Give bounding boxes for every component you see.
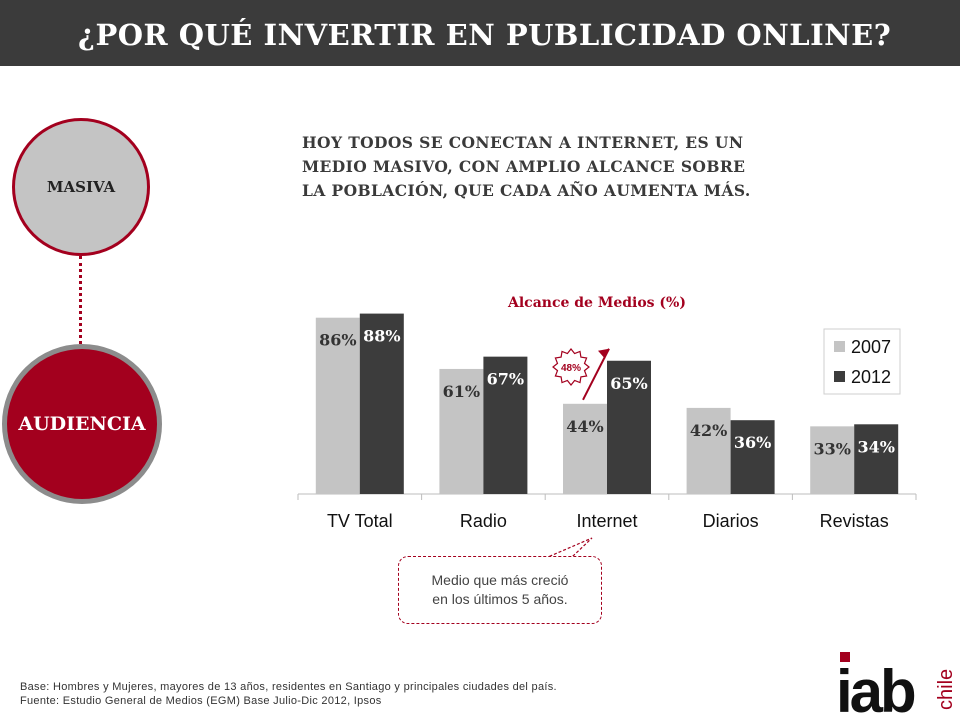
legend-box (823, 328, 901, 395)
bar-2007-radio (439, 368, 484, 494)
x-tick-label: Internet (576, 511, 637, 531)
bar-value-label: 33% (813, 439, 850, 458)
callout-line-1: Medio que más creció (431, 572, 569, 588)
page-title: ¿POR QUÉ INVERTIR EN PUBLICIDAD ONLINE? (78, 18, 892, 52)
header-bar: ¿POR QUÉ INVERTIR EN PUBLICIDAD ONLINE? (0, 0, 960, 66)
logo-dot (840, 652, 850, 662)
bar-2012-radio (483, 356, 528, 494)
intro-text: HOY TODOS SE CONECTAN A INTERNET, ES UN … (302, 131, 862, 203)
bar-value-label: 61% (443, 382, 480, 401)
bar-2007-tv-total (315, 317, 360, 494)
bar-value-label: 36% (734, 433, 771, 452)
legend-label-2007: 2007 (851, 337, 891, 357)
logo-sub-text: chile (935, 669, 957, 710)
bar-2007-internet (563, 403, 607, 494)
callout-line-2: en los últimos 5 años. (432, 591, 568, 607)
audiencia-circle: AUDIENCIA (2, 344, 162, 504)
x-tick-label: Revistas (820, 511, 889, 531)
masiva-label: MASIVA (46, 178, 116, 196)
x-tick-label: TV Total (327, 511, 393, 531)
bar-value-label: 65% (610, 374, 647, 393)
footnote: Base: Hombres y Mujeres, mayores de 13 a… (20, 680, 557, 708)
x-tick-label: Radio (460, 511, 507, 531)
chart-title: Alcance de Medios (%) (507, 295, 686, 311)
masiva-circle: MASIVA (12, 118, 150, 256)
bar-value-label: 86% (319, 331, 356, 350)
bar-value-label: 44% (566, 417, 603, 436)
bar-2007-revistas (810, 426, 855, 494)
growth-badge (552, 348, 590, 386)
audiencia-label: AUDIENCIA (18, 413, 146, 435)
intro-line-3: LA POBLACIÓN, QUE CADA AÑO AUMENTA MÁS. (302, 181, 751, 200)
bar-2012-internet (607, 360, 651, 494)
bar-2007-diarios (686, 407, 731, 494)
bar-value-label: 67% (487, 370, 524, 389)
bar-2012-tv-total (359, 313, 404, 494)
growth-arrow-head (598, 348, 609, 359)
x-tick-label: Diarios (703, 511, 759, 531)
legend-label-2012: 2012 (851, 367, 891, 387)
bar-2012-revistas (854, 424, 899, 494)
growth-badge-label: 48% (561, 363, 581, 374)
legend-swatch-2007 (834, 341, 845, 352)
bar-value-label: 34% (857, 437, 894, 456)
intro-line-1: HOY TODOS SE CONECTAN A INTERNET, ES UN (302, 133, 744, 152)
intro-line-2: MEDIO MASIVO, CON AMPLIO ALCANCE SOBRE (302, 157, 746, 176)
footnote-base: Base: Hombres y Mujeres, mayores de 13 a… (20, 681, 557, 693)
callout-box: Medio que más creció en los últimos 5 añ… (398, 556, 602, 624)
bar-value-label: 42% (690, 421, 727, 440)
dotted-connector (79, 256, 82, 344)
legend-swatch-2012 (834, 371, 845, 382)
callout-pointer (547, 537, 593, 558)
footnote-source: Fuente: Estudio General de Medios (EGM) … (20, 695, 382, 707)
bar-value-label: 88% (363, 327, 400, 346)
iab-chile-logo: iab chile (840, 652, 957, 720)
bar-2012-diarios (730, 420, 775, 494)
logo-main-text: iab (840, 658, 915, 720)
